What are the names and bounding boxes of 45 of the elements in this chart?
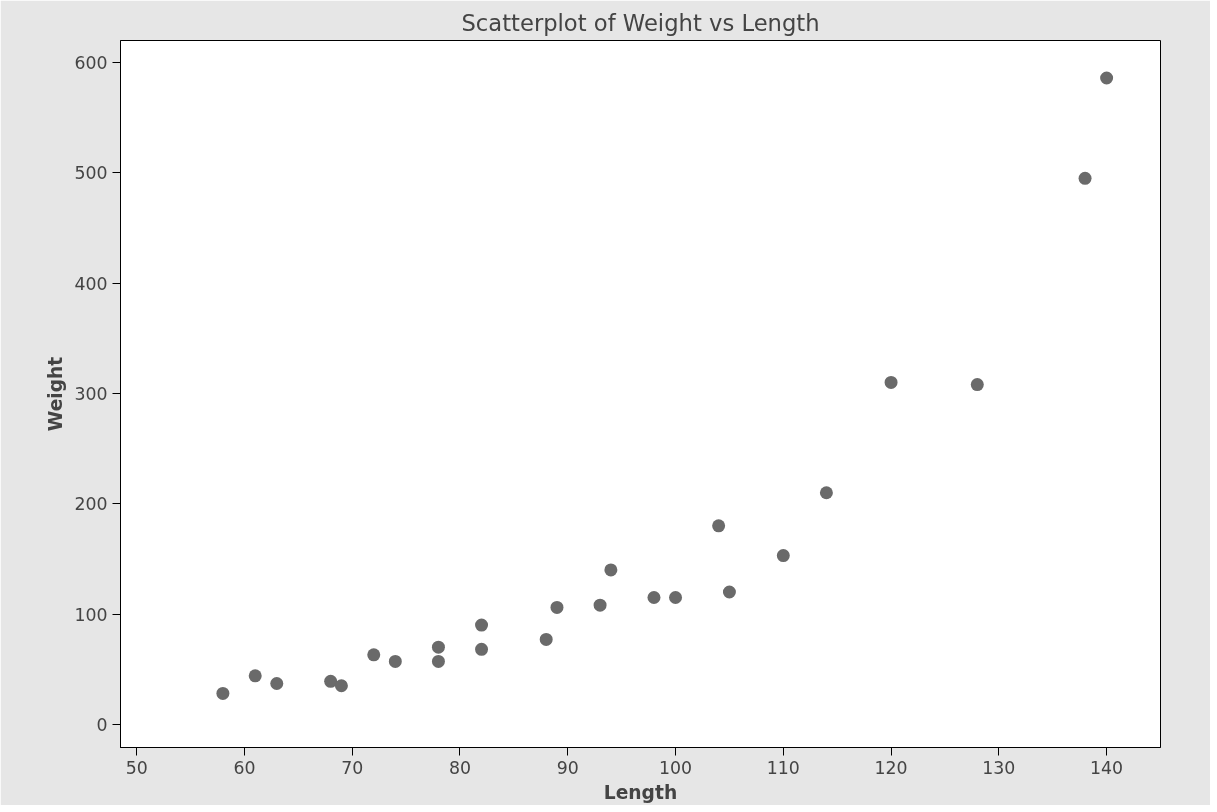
point xyxy=(819,486,833,500)
point xyxy=(539,632,553,646)
point xyxy=(1100,71,1114,85)
y-tick-label: 400 xyxy=(74,273,108,294)
y-tick-label: 300 xyxy=(74,383,108,404)
point xyxy=(722,585,736,599)
x-tick-label: 80 xyxy=(448,757,472,778)
point xyxy=(270,677,284,691)
y-axis-title: Weight xyxy=(45,356,67,432)
point xyxy=(604,563,618,577)
point xyxy=(388,654,402,668)
point xyxy=(550,600,564,614)
point xyxy=(216,686,230,700)
x-tick-label: 100 xyxy=(658,757,693,778)
x-tick-label: 120 xyxy=(874,757,908,778)
point xyxy=(475,618,489,632)
point xyxy=(647,591,661,604)
x-axis-title: Length xyxy=(603,781,678,803)
x-tick-label: 70 xyxy=(341,757,364,778)
point xyxy=(475,642,489,656)
y-tick-label: 100 xyxy=(74,604,108,625)
point xyxy=(431,640,445,654)
point xyxy=(776,549,790,563)
x-tick-label: 130 xyxy=(982,757,1016,778)
point xyxy=(970,378,984,392)
chart-title: Scatterplot of Weight vs Length xyxy=(461,9,820,36)
x-tick-label: 60 xyxy=(233,757,256,778)
point xyxy=(712,519,726,533)
x-tick-label: 50 xyxy=(125,757,148,778)
x-tick-label: 110 xyxy=(766,757,800,778)
point xyxy=(669,591,683,604)
point xyxy=(1078,171,1092,185)
y-tick-label: 200 xyxy=(74,494,108,515)
x-tick-label: 140 xyxy=(1090,757,1124,778)
x-tick-label: 90 xyxy=(556,757,579,778)
point xyxy=(324,674,338,688)
point xyxy=(593,598,607,612)
point xyxy=(431,654,445,668)
y-tick-label: 600 xyxy=(74,53,108,74)
point xyxy=(248,669,262,683)
point xyxy=(334,679,348,693)
y-tick-label: 0 xyxy=(96,714,108,735)
point xyxy=(884,375,898,389)
y-tick-label: 500 xyxy=(74,163,108,184)
point xyxy=(367,648,381,662)
